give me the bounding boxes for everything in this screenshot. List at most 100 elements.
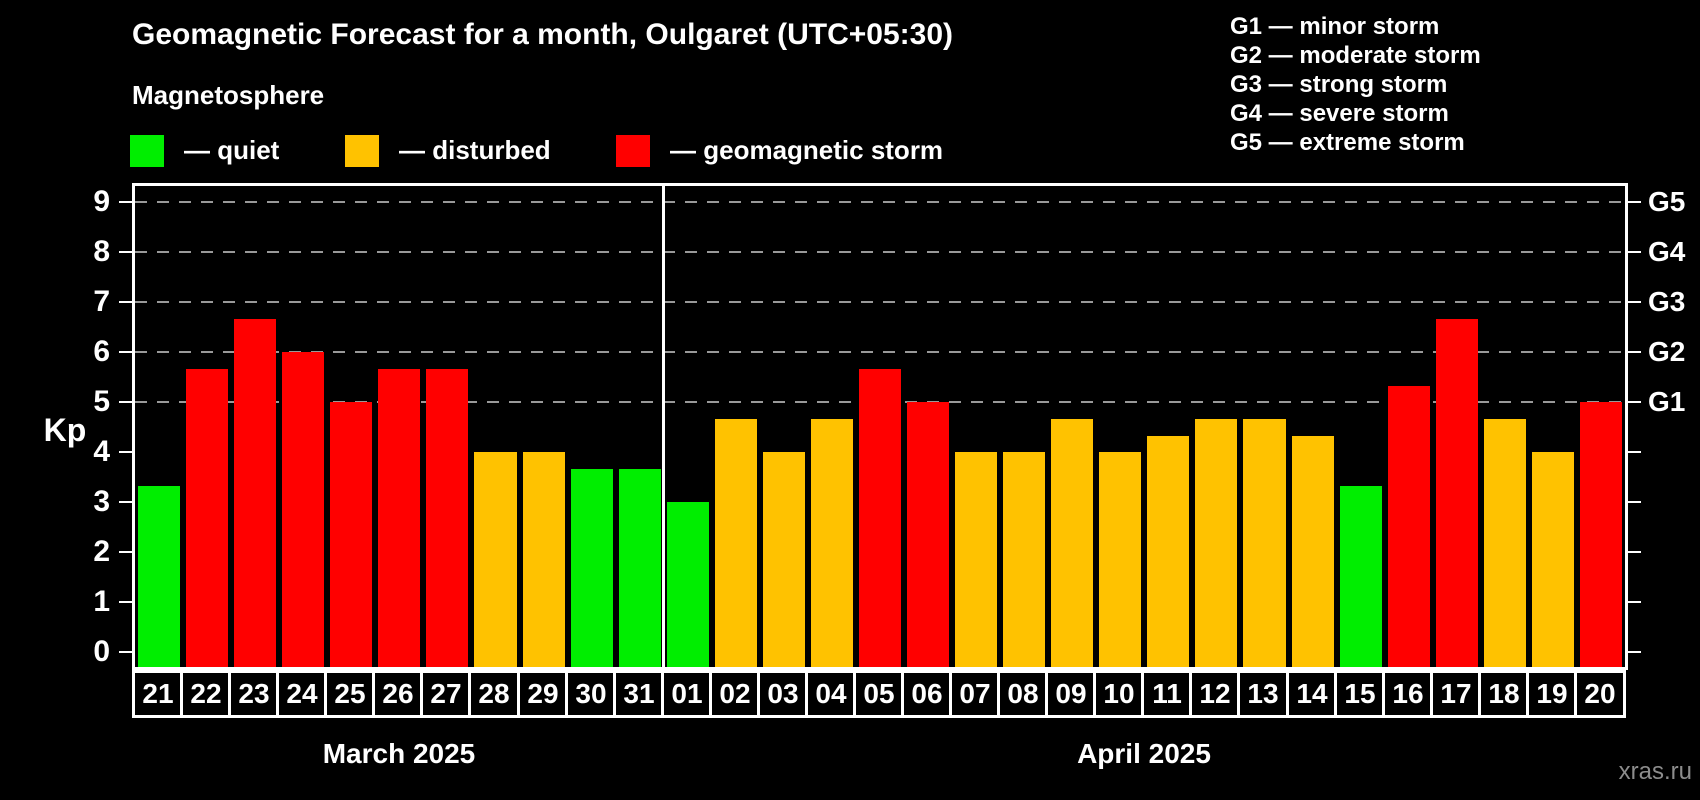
- month-label-april: April 2025: [1077, 738, 1211, 769]
- bar-april-18: [1483, 418, 1526, 667]
- y-tick-label-0: 0: [93, 635, 110, 668]
- day-label-march-25: 25: [324, 670, 376, 718]
- g-axis-label-g2: G2: [1648, 336, 1686, 367]
- y-tick-right-9: [1628, 201, 1641, 203]
- day-label-april-12: 12: [1189, 670, 1241, 718]
- legend-item-storm: — geomagnetic storm: [616, 134, 943, 167]
- bar-march-31: [618, 468, 661, 667]
- plot-area: [132, 183, 1628, 670]
- bar-april-11: [1147, 435, 1190, 667]
- y-tick-label-7: 7: [93, 285, 110, 318]
- bar-march-21: [138, 485, 181, 667]
- storm-swatch-icon: [616, 134, 650, 167]
- bar-march-26: [378, 368, 421, 667]
- day-label-april-15: 15: [1334, 670, 1386, 718]
- y-tick-left-3: [119, 501, 132, 503]
- bar-april-15: [1339, 485, 1382, 667]
- day-label-march-29: 29: [517, 670, 569, 718]
- day-label-april-18: 18: [1478, 670, 1530, 718]
- day-label-april-04: 04: [805, 670, 857, 718]
- bar-april-12: [1195, 418, 1238, 667]
- day-label-april-10: 10: [1093, 670, 1145, 718]
- y-tick-right-3: [1628, 501, 1641, 503]
- y-tick-label-4: 4: [93, 435, 110, 468]
- day-label-april-19: 19: [1526, 670, 1578, 718]
- y-tick-left-8: [119, 251, 132, 253]
- g-scale-line-4: G4 — severe storm: [1230, 100, 1449, 127]
- y-tick-left-5: [119, 401, 132, 403]
- gridline-kp9: [135, 201, 1625, 203]
- quiet-swatch-icon: [130, 134, 164, 167]
- y-tick-right-7: [1628, 301, 1641, 303]
- y-tick-right-1: [1628, 601, 1641, 603]
- y-tick-label-8: 8: [93, 235, 110, 268]
- y-tick-right-4: [1628, 451, 1641, 453]
- y-tick-left-6: [119, 351, 132, 353]
- g-axis-label-g1: G1: [1648, 386, 1686, 417]
- bar-march-22: [186, 368, 229, 667]
- g-axis-label-g3: G3: [1648, 286, 1686, 317]
- gridline-kp8: [135, 251, 1625, 253]
- day-label-april-03: 03: [757, 670, 809, 718]
- legend-item-disturbed: — disturbed: [345, 134, 551, 167]
- y-tick-label-2: 2: [93, 535, 110, 568]
- g-axis-label-g4: G4: [1648, 236, 1686, 267]
- bar-april-10: [1099, 452, 1142, 667]
- day-label-april-09: 09: [1045, 670, 1097, 718]
- bar-april-14: [1291, 435, 1334, 667]
- bar-march-27: [426, 368, 469, 667]
- y-tick-label-3: 3: [93, 485, 110, 518]
- day-label-april-07: 07: [949, 670, 1001, 718]
- y-tick-right-8: [1628, 251, 1641, 253]
- y-tick-label-6: 6: [93, 335, 110, 368]
- day-label-april-20: 20: [1574, 670, 1626, 718]
- y-axis-label: Kp: [43, 412, 87, 448]
- bar-march-30: [570, 468, 613, 667]
- y-tick-label-9: 9: [93, 185, 110, 218]
- bar-april-05: [858, 368, 902, 667]
- disturbed-swatch-icon: [345, 134, 379, 167]
- bar-april-07: [955, 452, 998, 667]
- day-label-march-21: 21: [132, 670, 184, 718]
- bar-april-02: [714, 418, 757, 667]
- y-tick-right-5: [1628, 401, 1641, 403]
- legend-label-disturbed: — disturbed: [399, 135, 551, 165]
- y-tick-right-2: [1628, 551, 1641, 553]
- day-label-march-30: 30: [565, 670, 617, 718]
- day-label-april-11: 11: [1141, 670, 1193, 718]
- legend-label-storm: — geomagnetic storm: [670, 135, 944, 165]
- y-tick-left-1: [119, 601, 132, 603]
- bar-march-24: [282, 352, 325, 667]
- bar-april-06: [907, 402, 950, 667]
- day-label-april-06: 06: [901, 670, 953, 718]
- day-label-april-05: 05: [853, 670, 905, 718]
- y-tick-right-6: [1628, 351, 1641, 353]
- day-label-march-23: 23: [228, 670, 280, 718]
- bar-april-13: [1243, 418, 1286, 667]
- magnetosphere-label: Magnetosphere: [132, 80, 325, 110]
- day-label-april-13: 13: [1237, 670, 1289, 718]
- y-tick-left-9: [119, 201, 132, 203]
- y-tick-right-0: [1628, 651, 1641, 653]
- day-label-april-01: 01: [661, 670, 713, 718]
- day-label-april-02: 02: [709, 670, 761, 718]
- y-tick-left-4: [119, 451, 132, 453]
- y-tick-left-7: [119, 301, 132, 303]
- bar-april-04: [810, 418, 853, 667]
- day-label-march-26: 26: [372, 670, 424, 718]
- legend-label-quiet: — quiet: [184, 135, 280, 165]
- bar-march-29: [522, 452, 565, 667]
- day-label-march-22: 22: [180, 670, 232, 718]
- bar-march-25: [330, 402, 373, 667]
- y-tick-label-1: 1: [93, 585, 110, 618]
- g-axis-label-g5: G5: [1648, 186, 1686, 217]
- gridline-kp6: [135, 351, 1625, 353]
- day-label-april-17: 17: [1430, 670, 1482, 718]
- bar-march-28: [474, 452, 517, 667]
- chart-title: Geomagnetic Forecast for a month, Oulgar…: [132, 18, 954, 51]
- bar-april-09: [1051, 418, 1094, 667]
- day-label-march-27: 27: [420, 670, 472, 718]
- g-scale-line-2: G2 — moderate storm: [1230, 42, 1481, 69]
- g-scale-line-3: G3 — strong storm: [1230, 71, 1448, 98]
- y-tick-label-5: 5: [93, 385, 110, 418]
